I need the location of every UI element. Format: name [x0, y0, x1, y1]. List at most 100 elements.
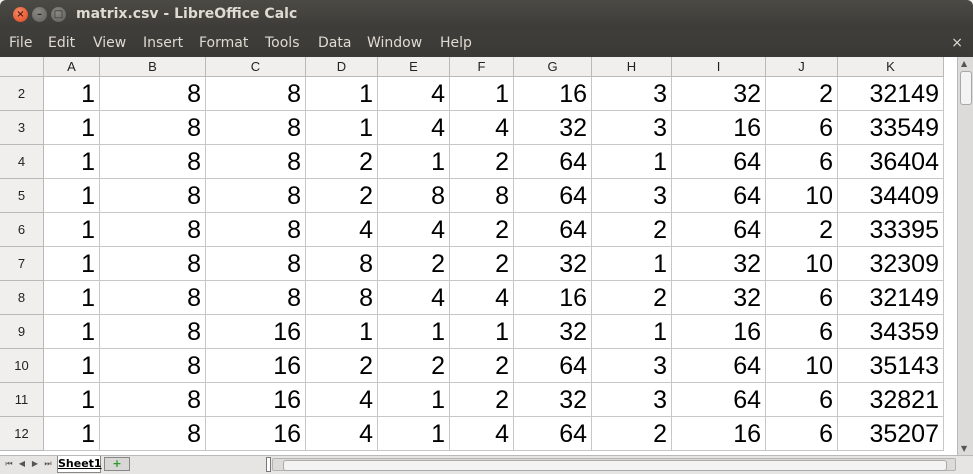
row-header-12[interactable]: 12: [0, 417, 44, 451]
cell-i9[interactable]: 16: [672, 315, 766, 349]
cell-j10[interactable]: 10: [766, 349, 838, 383]
cell-f8[interactable]: 4: [450, 281, 514, 315]
last-sheet-icon[interactable]: ⏭: [44, 459, 52, 468]
cell-c3[interactable]: 8: [206, 111, 306, 145]
cell-b4[interactable]: 8: [100, 145, 206, 179]
row-header-11[interactable]: 11: [0, 383, 44, 417]
scroll-up-icon[interactable]: ▲: [961, 59, 968, 68]
column-header-k[interactable]: K: [838, 57, 944, 77]
cell-e10[interactable]: 2: [378, 349, 450, 383]
cell-g12[interactable]: 64: [514, 417, 592, 451]
row-header-9[interactable]: 9: [0, 315, 44, 349]
add-sheet-button[interactable]: +: [104, 457, 130, 471]
cell-k8[interactable]: 32149: [838, 281, 944, 315]
column-header-e[interactable]: E: [378, 57, 450, 77]
cell-d12[interactable]: 4: [306, 417, 378, 451]
menu-help[interactable]: Help: [440, 35, 472, 51]
cell-j11[interactable]: 6: [766, 383, 838, 417]
cell-a2[interactable]: 1: [44, 77, 100, 111]
menu-window[interactable]: Window: [367, 35, 423, 51]
column-header-d[interactable]: D: [306, 57, 378, 77]
cell-g3[interactable]: 32: [514, 111, 592, 145]
cell-k5[interactable]: 34409: [838, 179, 944, 213]
cell-b2[interactable]: 8: [100, 77, 206, 111]
maximize-window-button[interactable]: □: [51, 7, 66, 22]
column-header-f[interactable]: F: [450, 57, 514, 77]
cell-k3[interactable]: 33549: [838, 111, 944, 145]
cell-j3[interactable]: 6: [766, 111, 838, 145]
cell-c11[interactable]: 16: [206, 383, 306, 417]
column-header-g[interactable]: G: [514, 57, 592, 77]
cell-d8[interactable]: 8: [306, 281, 378, 315]
cell-g9[interactable]: 32: [514, 315, 592, 349]
cell-a8[interactable]: 1: [44, 281, 100, 315]
cell-a3[interactable]: 1: [44, 111, 100, 145]
cell-d11[interactable]: 4: [306, 383, 378, 417]
cell-g5[interactable]: 64: [514, 179, 592, 213]
cell-i5[interactable]: 64: [672, 179, 766, 213]
cell-a6[interactable]: 1: [44, 213, 100, 247]
cell-d4[interactable]: 2: [306, 145, 378, 179]
cell-c4[interactable]: 8: [206, 145, 306, 179]
cell-j8[interactable]: 6: [766, 281, 838, 315]
cell-e2[interactable]: 4: [378, 77, 450, 111]
cell-b3[interactable]: 8: [100, 111, 206, 145]
cell-b6[interactable]: 8: [100, 213, 206, 247]
cell-k7[interactable]: 32309: [838, 247, 944, 281]
cell-h3[interactable]: 3: [592, 111, 672, 145]
row-header-7[interactable]: 7: [0, 247, 44, 281]
cell-j2[interactable]: 2: [766, 77, 838, 111]
cell-d2[interactable]: 1: [306, 77, 378, 111]
menu-file[interactable]: File: [9, 35, 33, 51]
cell-c12[interactable]: 16: [206, 417, 306, 451]
cell-d10[interactable]: 2: [306, 349, 378, 383]
cell-k11[interactable]: 32821: [838, 383, 944, 417]
cell-b10[interactable]: 8: [100, 349, 206, 383]
horizontal-scroll-thumb[interactable]: [283, 460, 947, 471]
cell-h9[interactable]: 1: [592, 315, 672, 349]
cell-e8[interactable]: 4: [378, 281, 450, 315]
cell-a9[interactable]: 1: [44, 315, 100, 349]
menu-tools[interactable]: Tools: [265, 35, 300, 51]
cell-h12[interactable]: 2: [592, 417, 672, 451]
cell-g11[interactable]: 32: [514, 383, 592, 417]
cell-a7[interactable]: 1: [44, 247, 100, 281]
cell-i3[interactable]: 16: [672, 111, 766, 145]
cell-a12[interactable]: 1: [44, 417, 100, 451]
row-header-10[interactable]: 10: [0, 349, 44, 383]
sheet-tab-sheet1[interactable]: Sheet1: [57, 456, 102, 473]
cell-h8[interactable]: 2: [592, 281, 672, 315]
row-header-2[interactable]: 2: [0, 77, 44, 111]
cell-f11[interactable]: 2: [450, 383, 514, 417]
cell-a5[interactable]: 1: [44, 179, 100, 213]
cell-i12[interactable]: 16: [672, 417, 766, 451]
select-all-corner[interactable]: [0, 57, 44, 77]
cell-c8[interactable]: 8: [206, 281, 306, 315]
cell-g7[interactable]: 32: [514, 247, 592, 281]
cell-b9[interactable]: 8: [100, 315, 206, 349]
cell-d5[interactable]: 2: [306, 179, 378, 213]
cell-g2[interactable]: 16: [514, 77, 592, 111]
cell-f10[interactable]: 2: [450, 349, 514, 383]
vertical-scrollbar[interactable]: ▲ ▼: [957, 57, 973, 455]
cell-f6[interactable]: 2: [450, 213, 514, 247]
cell-b11[interactable]: 8: [100, 383, 206, 417]
scroll-down-icon[interactable]: ▼: [961, 444, 968, 453]
cell-j4[interactable]: 6: [766, 145, 838, 179]
cell-f7[interactable]: 2: [450, 247, 514, 281]
cell-a10[interactable]: 1: [44, 349, 100, 383]
row-header-8[interactable]: 8: [0, 281, 44, 315]
cell-h10[interactable]: 3: [592, 349, 672, 383]
cell-i2[interactable]: 32: [672, 77, 766, 111]
cell-j7[interactable]: 10: [766, 247, 838, 281]
prev-sheet-icon[interactable]: ◀: [18, 459, 26, 468]
cell-d6[interactable]: 4: [306, 213, 378, 247]
cell-e9[interactable]: 1: [378, 315, 450, 349]
cell-j12[interactable]: 6: [766, 417, 838, 451]
column-header-b[interactable]: B: [100, 57, 206, 77]
cell-c7[interactable]: 8: [206, 247, 306, 281]
cell-k10[interactable]: 35143: [838, 349, 944, 383]
cell-b7[interactable]: 8: [100, 247, 206, 281]
cell-g4[interactable]: 64: [514, 145, 592, 179]
cell-f5[interactable]: 8: [450, 179, 514, 213]
